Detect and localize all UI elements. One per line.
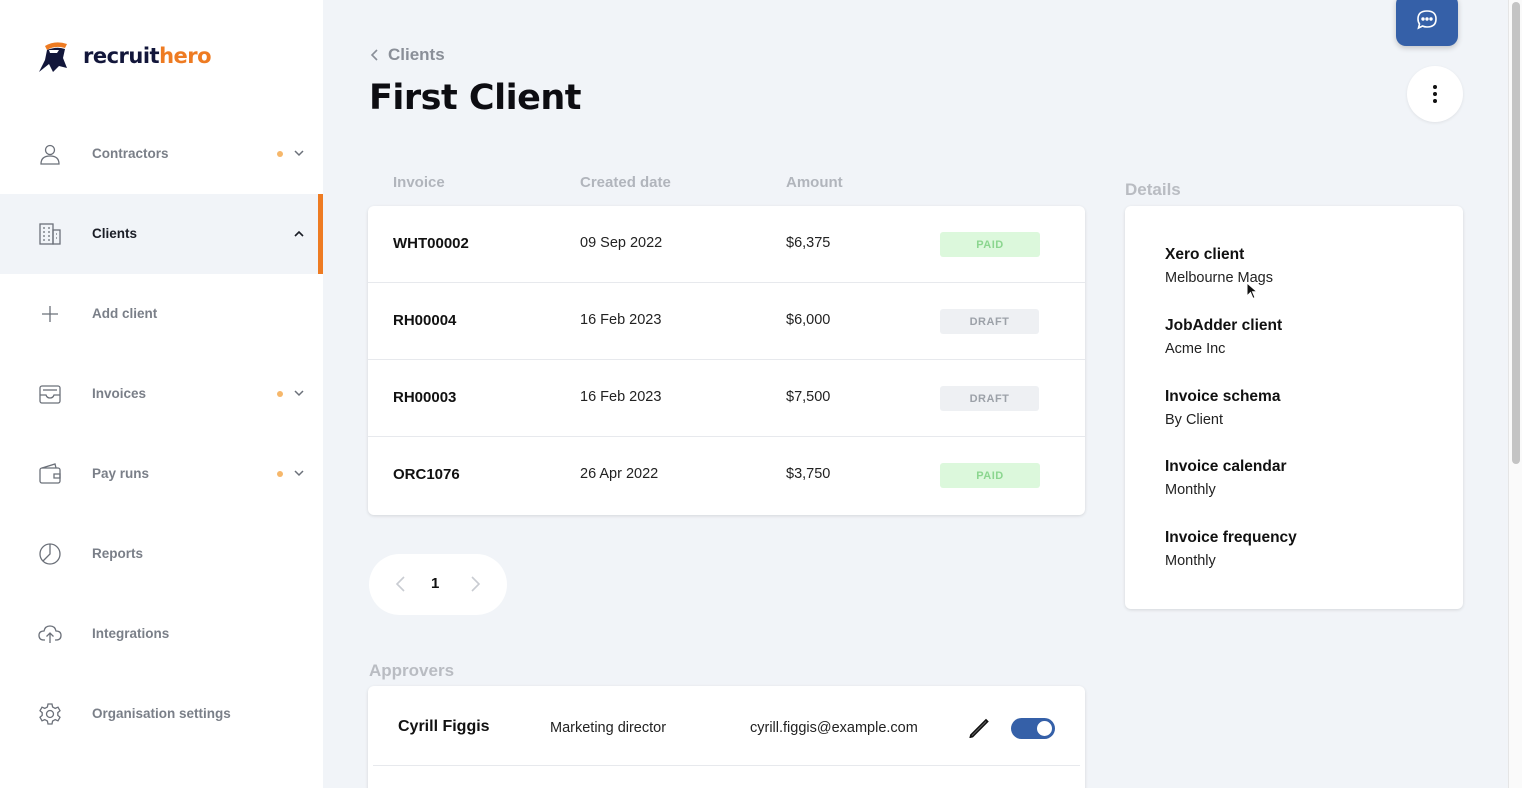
cloud-upload-icon bbox=[38, 625, 62, 643]
approver-name: Cyrill Figgis bbox=[398, 718, 490, 735]
logo[interactable]: recruithero bbox=[37, 38, 212, 74]
approver-email: cyrill.figgis@example.com bbox=[750, 720, 918, 736]
detail-value: Acme Inc bbox=[1165, 341, 1226, 357]
approvers-heading: Approvers bbox=[369, 661, 455, 680]
approver-role: Marketing director bbox=[550, 720, 667, 736]
gear-icon bbox=[39, 703, 61, 725]
details-panel: Xero client Melbourne Mags JobAdder clie… bbox=[1125, 206, 1463, 609]
invoice-date: 26 Apr 2022 bbox=[580, 466, 659, 482]
invoice-number: ORC1076 bbox=[393, 466, 460, 483]
approver-row: Cyrill Figgis Marketing director cyrill.… bbox=[373, 686, 1080, 766]
logo-wordmark: recruithero bbox=[83, 44, 212, 68]
column-header-created-date: Created date bbox=[580, 174, 671, 191]
chevron-down-icon[interactable] bbox=[293, 147, 305, 159]
table-row[interactable]: RH00004 16 Feb 2023 $6,000 DRAFT bbox=[368, 283, 1085, 360]
column-header-amount: Amount bbox=[786, 174, 843, 191]
invoice-table: WHT00002 09 Sep 2022 $6,375 PAID RH00004… bbox=[368, 206, 1085, 515]
sidebar-item-label: Clients bbox=[92, 226, 138, 241]
sidebar-item-label: Invoices bbox=[92, 386, 147, 401]
chevron-up-icon[interactable] bbox=[293, 228, 305, 240]
invoice-date: 16 Feb 2023 bbox=[580, 312, 662, 328]
sidebar-item-pay-runs[interactable]: Pay runs bbox=[0, 434, 323, 514]
sidebar-item-label: Organisation settings bbox=[92, 706, 231, 721]
status-badge: PAID bbox=[940, 463, 1040, 488]
table-row[interactable]: RH00003 16 Feb 2023 $7,500 DRAFT bbox=[368, 360, 1085, 437]
detail-label: JobAdder client bbox=[1165, 317, 1283, 334]
pencil-icon[interactable] bbox=[968, 716, 990, 738]
invoice-amount: $7,500 bbox=[786, 389, 831, 405]
chat-button[interactable] bbox=[1396, 0, 1458, 46]
notification-dot bbox=[277, 391, 283, 397]
table-row[interactable]: WHT00002 09 Sep 2022 $6,375 PAID bbox=[368, 206, 1085, 283]
wallet-icon bbox=[39, 463, 61, 484]
invoice-amount: $6,000 bbox=[786, 312, 831, 328]
detail-label: Invoice schema bbox=[1165, 388, 1281, 405]
invoice-amount: $3,750 bbox=[786, 466, 831, 482]
detail-value: Monthly bbox=[1165, 482, 1216, 498]
invoice-number: RH00004 bbox=[393, 312, 457, 329]
sidebar-item-label: Add client bbox=[92, 306, 158, 321]
detail-label: Invoice frequency bbox=[1165, 529, 1297, 546]
more-vertical-icon bbox=[1433, 85, 1437, 103]
table-row[interactable]: ORC1076 26 Apr 2022 $3,750 PAID bbox=[368, 437, 1085, 514]
building-icon bbox=[39, 223, 61, 245]
column-header-invoice: Invoice bbox=[393, 174, 445, 191]
chevron-right-icon[interactable] bbox=[467, 575, 483, 593]
detail-value: By Client bbox=[1165, 412, 1224, 428]
notification-dot bbox=[277, 471, 283, 477]
details-heading: Details bbox=[1125, 180, 1181, 199]
detail-value: Monthly bbox=[1165, 553, 1216, 569]
status-badge: DRAFT bbox=[940, 386, 1039, 411]
sidebar-item-organisation-settings[interactable]: Organisation settings bbox=[0, 674, 323, 754]
notification-dot bbox=[277, 151, 283, 157]
chat-bubble-icon bbox=[1417, 10, 1437, 30]
pie-chart-icon bbox=[39, 543, 61, 565]
invoice-date: 09 Sep 2022 bbox=[580, 235, 663, 251]
invoice-date: 16 Feb 2023 bbox=[580, 389, 662, 405]
page-number[interactable]: 1 bbox=[431, 575, 440, 592]
breadcrumb[interactable]: Clients bbox=[370, 45, 445, 65]
mouse-cursor-icon bbox=[1246, 282, 1258, 300]
sidebar-item-label: Contractors bbox=[92, 146, 169, 161]
breadcrumb-label: Clients bbox=[388, 45, 445, 64]
detail-label: Xero client bbox=[1165, 246, 1245, 263]
inbox-icon bbox=[39, 385, 61, 404]
logo-hero-icon bbox=[39, 42, 67, 72]
detail-label: Invoice calendar bbox=[1165, 458, 1287, 475]
sidebar-item-clients[interactable]: Clients bbox=[0, 194, 323, 274]
page-title: First Client bbox=[369, 78, 581, 118]
approvers-table: Cyrill Figgis Marketing director cyrill.… bbox=[368, 686, 1085, 788]
detail-value: Melbourne Mags bbox=[1165, 270, 1273, 286]
chevron-left-icon bbox=[370, 49, 378, 61]
chevron-down-icon[interactable] bbox=[293, 467, 305, 479]
chevron-left-icon[interactable] bbox=[393, 575, 409, 593]
approver-toggle[interactable] bbox=[1011, 718, 1055, 739]
chevron-down-icon[interactable] bbox=[293, 387, 305, 399]
more-options-button[interactable] bbox=[1407, 66, 1463, 122]
sidebar-item-reports[interactable]: Reports bbox=[0, 514, 323, 594]
sidebar: recruithero Contractors Clients Add clie… bbox=[0, 0, 323, 788]
scrollbar-thumb[interactable] bbox=[1512, 2, 1520, 464]
invoice-amount: $6,375 bbox=[786, 235, 831, 251]
pagination: 1 bbox=[369, 554, 507, 615]
invoice-number: WHT00002 bbox=[393, 235, 469, 252]
sidebar-item-label: Integrations bbox=[92, 626, 170, 641]
sidebar-item-invoices[interactable]: Invoices bbox=[0, 354, 323, 434]
sidebar-item-label: Reports bbox=[92, 546, 144, 561]
sidebar-item-contractors[interactable]: Contractors bbox=[0, 114, 323, 194]
sidebar-item-add-client[interactable]: Add client bbox=[0, 274, 323, 354]
status-badge: PAID bbox=[940, 232, 1040, 257]
invoice-number: RH00003 bbox=[393, 389, 457, 406]
sidebar-item-integrations[interactable]: Integrations bbox=[0, 594, 323, 674]
status-badge: DRAFT bbox=[940, 309, 1039, 334]
plus-icon bbox=[42, 306, 58, 322]
user-icon bbox=[40, 144, 60, 165]
sidebar-item-label: Pay runs bbox=[92, 466, 150, 481]
scrollbar[interactable] bbox=[1508, 0, 1522, 788]
